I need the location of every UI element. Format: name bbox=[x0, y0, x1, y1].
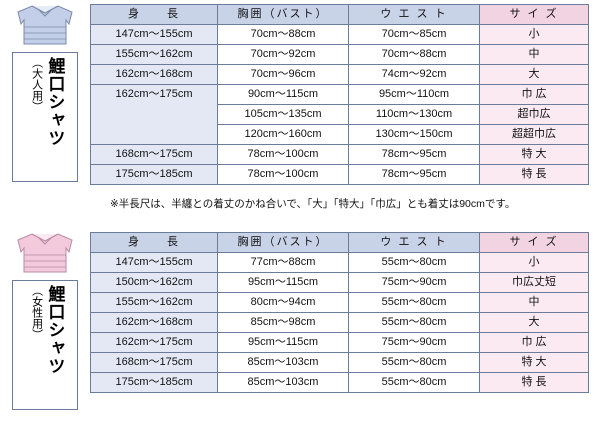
cell-bust: 78cm～100cm bbox=[217, 144, 349, 165]
table-row: 175cm～185cm 85cm～103cm 55cm～80cm 特 長 bbox=[90, 372, 589, 393]
cell-bust: 80cm～94cm bbox=[217, 292, 349, 313]
table-row: 168cm～175cm 85cm～103cm 55cm～80cm 特 大 bbox=[90, 352, 589, 373]
ladies-size-table: 身 長 胸囲（バスト） ウ エ ス ト サ イ ズ 147cm～155cm 77… bbox=[90, 232, 589, 393]
ladies-label-sub: （女性用） bbox=[30, 285, 44, 340]
cell-size: 大 bbox=[479, 312, 589, 333]
table-row: 147cm～155cm 70cm～88cm 70cm～85cm 小 bbox=[90, 24, 589, 45]
cell-height: 147cm～155cm bbox=[90, 252, 218, 273]
cell-waist: 95cm～110cm bbox=[348, 84, 480, 105]
cell-waist: 55cm～80cm bbox=[348, 312, 480, 333]
table-row: 147cm～155cm 77cm～88cm 55cm～80cm 小 bbox=[90, 252, 589, 273]
header-bust: 胸囲（バスト） bbox=[217, 232, 349, 253]
cell-waist: 55cm～80cm bbox=[348, 352, 480, 373]
cell-height: 147cm～155cm bbox=[90, 24, 218, 45]
cell-waist: 78cm～95cm bbox=[348, 144, 480, 165]
cell-size: 巾 広 bbox=[479, 332, 589, 353]
cell-bust: 90cm～115cm bbox=[217, 84, 349, 105]
cell-waist: 75cm～90cm bbox=[348, 272, 480, 293]
cell-height: 155cm～162cm bbox=[90, 44, 218, 65]
cell-bust: 78cm～100cm bbox=[217, 164, 349, 185]
table-row: 105cm～135cm 110cm～130cm 超巾広 bbox=[91, 104, 589, 125]
header-size: サ イ ズ bbox=[479, 4, 589, 25]
cell-bust: 95cm～115cm bbox=[217, 272, 349, 293]
cell-height: 168cm～175cm bbox=[90, 352, 218, 373]
cell-bust: 70cm～96cm bbox=[217, 64, 349, 85]
cell-size: 超超巾広 bbox=[479, 124, 589, 145]
cell-size: 小 bbox=[479, 252, 589, 273]
table-header-row: 身 長 胸囲（バスト） ウ エ ス ト サ イ ズ bbox=[90, 232, 589, 253]
table-row: 175cm～185cm 78cm～100cm 78cm～95cm 特 長 bbox=[90, 164, 589, 185]
cell-waist: 74cm～92cm bbox=[348, 64, 480, 85]
happi-shirt-icon-blue bbox=[17, 5, 73, 45]
cell-size: 巾 広 bbox=[479, 84, 589, 105]
cell-size: 特 大 bbox=[479, 352, 589, 373]
table-row: 162cm～168cm 70cm～96cm 74cm～92cm 大 bbox=[90, 64, 589, 85]
cell-waist: 70cm～88cm bbox=[348, 44, 480, 65]
header-height: 身 長 bbox=[90, 232, 218, 253]
cell-waist: 55cm～80cm bbox=[348, 292, 480, 313]
table-row: 162cm～175cm 95cm～115cm 75cm～90cm 巾 広 bbox=[90, 332, 589, 353]
cell-height: 150cm～162cm bbox=[90, 272, 218, 293]
cell-height: 175cm～185cm bbox=[90, 372, 218, 393]
table-row: 155cm～162cm 80cm～94cm 55cm～80cm 中 bbox=[90, 292, 589, 313]
cell-size: 超巾広 bbox=[479, 104, 589, 125]
cell-size: 中 bbox=[479, 292, 589, 313]
header-waist: ウ エ ス ト bbox=[348, 4, 480, 25]
cell-bust: 105cm～135cm bbox=[217, 104, 349, 125]
cell-waist: 130cm～150cm bbox=[348, 124, 480, 145]
cell-size: 巾広丈短 bbox=[479, 272, 589, 293]
table-header-row: 身 長 胸囲（バスト） ウ エ ス ト サ イ ズ bbox=[90, 4, 589, 25]
table-row: 168cm～175cm 78cm～100cm 78cm～95cm 特 大 bbox=[90, 144, 589, 165]
cell-size: 特 長 bbox=[479, 372, 589, 393]
cell-height: 162cm～168cm bbox=[90, 312, 218, 333]
cell-height: 162cm～175cm bbox=[90, 84, 218, 145]
table-row: 162cm～175cm 90cm～115cm 95cm～110cm 巾 広 bbox=[90, 84, 589, 145]
cell-waist: 110cm～130cm bbox=[348, 104, 480, 125]
cell-bust: 77cm～88cm bbox=[217, 252, 349, 273]
table-row: 150cm～162cm 95cm～115cm 75cm～90cm 巾広丈短 bbox=[90, 272, 589, 293]
header-waist: ウ エ ス ト bbox=[348, 232, 480, 253]
adult-size-table: 身 長 胸囲（バスト） ウ エ ス ト サ イ ズ 147cm～155cm 70… bbox=[90, 4, 589, 185]
adult-label-sub: （大人用） bbox=[30, 57, 44, 112]
cell-height: 162cm～168cm bbox=[90, 64, 218, 85]
cell-waist: 70cm～85cm bbox=[348, 24, 480, 45]
ladies-label-box: 鯉口シャツ （女性用） bbox=[12, 280, 78, 410]
cell-size: 小 bbox=[479, 24, 589, 45]
cell-waist: 55cm～80cm bbox=[348, 252, 480, 273]
happi-shirt-icon-pink bbox=[17, 233, 73, 273]
header-size: サ イ ズ bbox=[479, 232, 589, 253]
table-row: 162cm～168cm 85cm～98cm 55cm～80cm 大 bbox=[90, 312, 589, 333]
cell-waist: 78cm～95cm bbox=[348, 164, 480, 185]
cell-bust: 120cm～160cm bbox=[217, 124, 349, 145]
cell-bust: 85cm～103cm bbox=[217, 352, 349, 373]
cell-size: 中 bbox=[479, 44, 589, 65]
cell-bust: 85cm～103cm bbox=[217, 372, 349, 393]
header-bust: 胸囲（バスト） bbox=[217, 4, 349, 25]
ladies-label-title: 鯉口シャツ bbox=[44, 285, 65, 375]
cell-height: 155cm～162cm bbox=[90, 292, 218, 313]
cell-size: 特 大 bbox=[479, 144, 589, 165]
cell-height: 168cm～175cm bbox=[90, 144, 218, 165]
cell-waist: 55cm～80cm bbox=[348, 372, 480, 393]
cell-bust: 70cm～88cm bbox=[217, 24, 349, 45]
cell-bust: 70cm～92cm bbox=[217, 44, 349, 65]
cell-height: 175cm～185cm bbox=[90, 164, 218, 185]
cell-size: 特 長 bbox=[479, 164, 589, 185]
cell-height: 162cm～175cm bbox=[90, 332, 218, 353]
cell-bust: 85cm～98cm bbox=[217, 312, 349, 333]
adult-note: ※半長尺は、半纏との着丈のかね合いで、「大」「特大」「巾広」とも着丈は90cmで… bbox=[110, 198, 516, 210]
cell-bust: 95cm～115cm bbox=[217, 332, 349, 353]
header-height: 身 長 bbox=[90, 4, 218, 25]
adult-label-box: 鯉口シャツ （大人用） bbox=[12, 52, 78, 182]
cell-size: 大 bbox=[479, 64, 589, 85]
adult-label-title: 鯉口シャツ bbox=[44, 57, 65, 147]
cell-waist: 75cm～90cm bbox=[348, 332, 480, 353]
table-row: 155cm～162cm 70cm～92cm 70cm～88cm 中 bbox=[90, 44, 589, 65]
